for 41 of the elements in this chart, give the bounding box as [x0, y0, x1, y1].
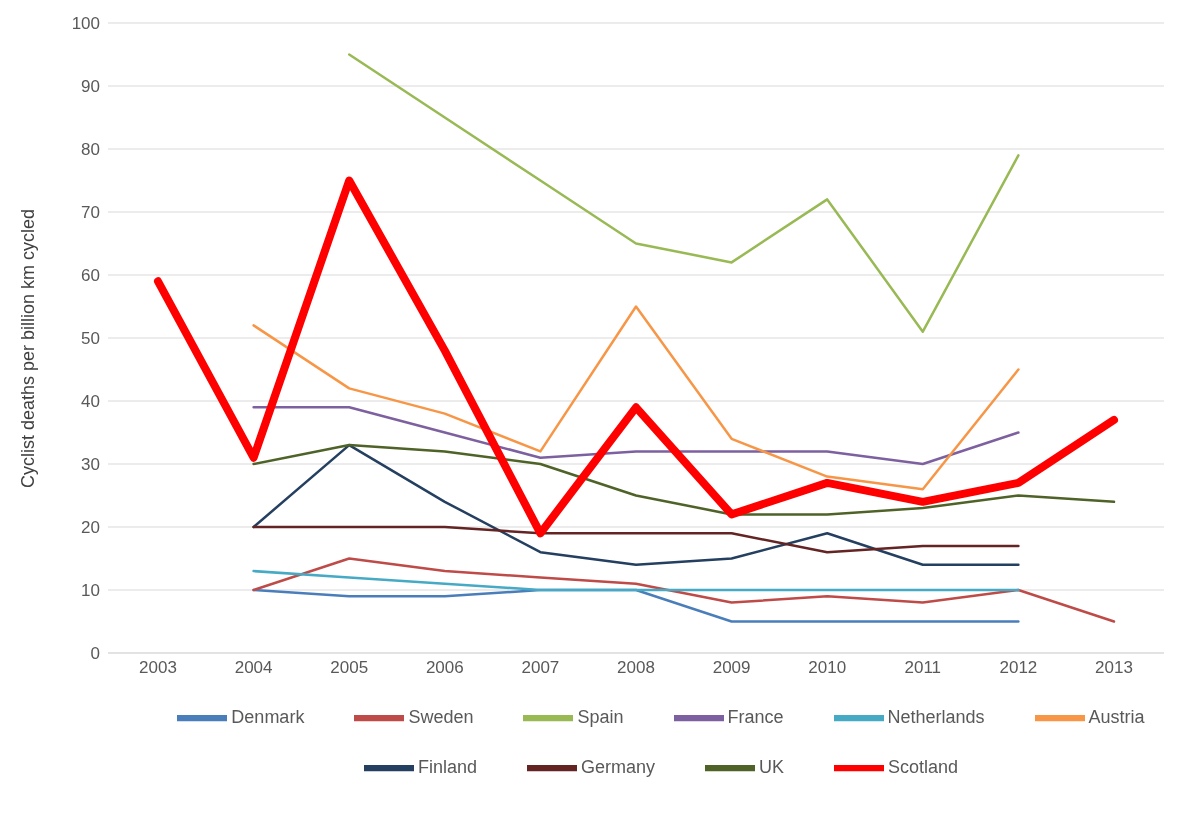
legend-label: Finland	[417, 756, 477, 777]
x-tick-label: 2011	[904, 658, 942, 678]
y-tick-label: 20	[81, 518, 100, 538]
legend-label: Denmark	[231, 706, 305, 727]
legend-label: Netherlands	[887, 706, 985, 727]
x-tick-label: 2013	[1095, 658, 1133, 678]
x-tick-label: 2010	[808, 658, 847, 678]
x-tick-label: 2003	[139, 658, 177, 678]
x-tick-label: 2012	[999, 658, 1038, 678]
legend-label: Germany	[580, 756, 655, 777]
y-tick-label: 90	[81, 77, 100, 97]
y-tick-label: 70	[81, 203, 100, 223]
legend-label: Austria	[1088, 706, 1145, 727]
line-series	[252, 305, 1020, 491]
line-series	[252, 443, 1020, 567]
legend-label: Spain	[577, 706, 624, 727]
y-tick-label: 100	[71, 14, 100, 34]
line-series	[252, 443, 1116, 516]
y-tick-label: 40	[81, 392, 100, 412]
legend-label: UK	[759, 756, 785, 777]
x-tick-label: 2007	[521, 658, 560, 678]
y-tick-label: 50	[81, 329, 100, 349]
line-series	[252, 557, 1116, 623]
y-tick-label: 10	[81, 581, 100, 601]
x-tick-label: 2005	[330, 658, 369, 678]
legend-label: Scotland	[888, 756, 959, 777]
x-tick-label: 2006	[425, 658, 464, 678]
y-tick-label: 30	[81, 455, 100, 475]
x-tick-label: 2008	[617, 658, 655, 678]
legend-label: France	[727, 706, 784, 727]
y-tick-label: 0	[90, 644, 100, 664]
line-series	[252, 569, 1020, 592]
y-axis-title: Cyclist deaths per billion km cycled	[18, 208, 39, 488]
legend-label: Sweden	[408, 706, 474, 727]
line-series	[252, 406, 1020, 466]
x-tick-label: 2004	[234, 658, 273, 678]
line-series	[252, 525, 1020, 554]
y-tick-label: 60	[81, 266, 100, 286]
x-tick-label: 2009	[712, 658, 751, 678]
y-tick-label: 80	[81, 140, 100, 160]
line-series	[347, 53, 1020, 333]
